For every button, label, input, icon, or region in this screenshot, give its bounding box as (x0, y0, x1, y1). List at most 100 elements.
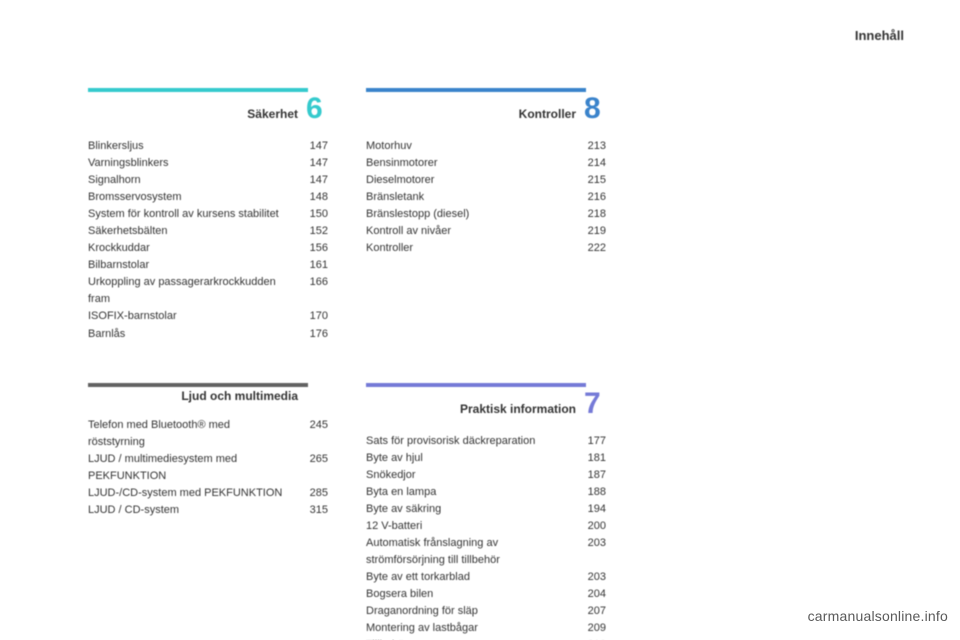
section-bar (88, 383, 308, 387)
toc-item: Urkoppling av passagerarkrockkudden fram… (88, 274, 328, 308)
toc-item-page: 150 (296, 206, 328, 223)
section-number: 8 (584, 94, 606, 124)
toc-item: Säkerhetsbälten152 (88, 223, 328, 240)
toc-item-label: Blinkersljus (88, 138, 296, 155)
section-6: Säkerhet 6 Blinkersljus147Varningsblinke… (88, 88, 348, 343)
section-title-row: Praktisk information 7 (366, 389, 606, 419)
toc-item-page: 194 (574, 501, 606, 518)
toc-item: Bilbarnstolar161 (88, 257, 328, 274)
section-items: Telefon med Bluetooth® med röststyrning2… (88, 417, 328, 519)
toc-item-page: 187 (574, 467, 606, 484)
toc-item-label: Byte av säkring (366, 501, 574, 518)
toc-item: Bromsservosystem148 (88, 189, 328, 206)
section-title: Kontroller (519, 107, 576, 121)
toc-item: Signalhorn147 (88, 172, 328, 189)
section-items: Blinkersljus147Varningsblinkers147Signal… (88, 138, 328, 343)
toc-item-page: 147 (296, 138, 328, 155)
toc-item-label: Bromsservosystem (88, 189, 296, 206)
toc-item-page: 203 (574, 569, 606, 586)
toc-item-page: 315 (296, 502, 328, 519)
toc-item-page: 285 (296, 485, 328, 502)
toc-item: LJUD / multimediesystem med PEKFUNKTION2… (88, 451, 328, 485)
toc-item-page: 161 (296, 257, 328, 274)
section-items: Motorhuv213Bensinmotorer214Dieselmotorer… (366, 138, 606, 257)
toc-item-label: Varningsblinkers (88, 155, 296, 172)
toc-item-label: Montering av lastbågar (366, 620, 574, 637)
toc-item-label: Byte av hjul (366, 450, 574, 467)
toc-item-page: 147 (296, 172, 328, 189)
toc-item: Bränslestopp (diesel)218 (366, 206, 606, 223)
page-header-title: Innehåll (855, 28, 904, 43)
toc-item: Byte av säkring194 (366, 501, 606, 518)
toc-item: Varningsblinkers147 (88, 155, 328, 172)
toc-item: Draganordning för släp207 (366, 603, 606, 620)
toc-item-label: Säkerhetsbälten (88, 223, 296, 240)
toc-item: Kontroller222 (366, 240, 606, 257)
toc-item: Byte av ett torkarblad203 (366, 569, 606, 586)
toc-item-label: Barnlås (88, 326, 296, 343)
toc-item-page: 177 (574, 433, 606, 450)
toc-item-page: 215 (574, 172, 606, 189)
toc-item: Automatisk frånslagning av strömförsörjn… (366, 535, 606, 569)
toc-item-page: 203 (574, 535, 606, 569)
section-bar (366, 383, 586, 387)
toc-item-label: Signalhorn (88, 172, 296, 189)
section-title-row: Kontroller 8 (366, 94, 606, 124)
toc-item-label: Byta en lampa (366, 484, 574, 501)
toc-item: LJUD-/CD-system med PEKFUNKTION285 (88, 485, 328, 502)
toc-item-page: 166 (296, 274, 328, 308)
toc-item-label: Bensinmotorer (366, 155, 574, 172)
toc-item-label: Kontroller (366, 240, 574, 257)
toc-item: System för kontroll av kursens stabilite… (88, 206, 328, 223)
toc-item-label: LJUD / CD-system (88, 502, 296, 519)
toc-item-page: 216 (574, 189, 606, 206)
toc-item-page: 176 (296, 326, 328, 343)
toc-item-page: 156 (296, 240, 328, 257)
toc-item-label: Snökedjor (366, 467, 574, 484)
toc-item: Krockkuddar156 (88, 240, 328, 257)
toc-item-page: 200 (574, 518, 606, 535)
toc-item-page: 222 (574, 240, 606, 257)
section-title-row: Säkerhet 6 (88, 94, 328, 124)
toc-item: Montering av lastbågar209 (366, 620, 606, 637)
section-bar (366, 88, 586, 92)
toc-item-page: 188 (574, 484, 606, 501)
toc-item-label: Sats för provisorisk däckreparation (366, 433, 574, 450)
toc-item-page: 204 (574, 586, 606, 603)
toc-item: ISOFIX-barnstolar170 (88, 308, 328, 325)
section-bar (88, 88, 308, 92)
toc-item-label: ISOFIX-barnstolar (88, 308, 296, 325)
toc-item-label: Krockkuddar (88, 240, 296, 257)
section-title: Praktisk information (460, 402, 576, 416)
toc-item: Motorhuv213 (366, 138, 606, 155)
toc-item: LJUD / CD-system315 (88, 502, 328, 519)
toc-item-label: 12 V-batteri (366, 518, 574, 535)
toc-item: Byta en lampa188 (366, 484, 606, 501)
toc-item-label: Bränslestopp (diesel) (366, 206, 574, 223)
toc-item-page: 218 (574, 206, 606, 223)
toc-item: Bränsletank216 (366, 189, 606, 206)
toc-item: Blinkersljus147 (88, 138, 328, 155)
toc-item-page: 213 (574, 138, 606, 155)
toc-item: Bogsera bilen204 (366, 586, 606, 603)
section-items: Sats för provisorisk däckreparation177By… (366, 433, 606, 640)
toc-item-page: 214 (574, 155, 606, 172)
toc-item-label: Bilbarnstolar (88, 257, 296, 274)
toc-item: Telefon med Bluetooth® med röststyrning2… (88, 417, 328, 451)
toc-item-label: LJUD / multimediesystem med PEKFUNKTION (88, 451, 296, 485)
toc-item-page: 147 (296, 155, 328, 172)
toc-item: 12 V-batteri200 (366, 518, 606, 535)
section-number: 6 (306, 94, 328, 124)
toc-item: Barnlås176 (88, 326, 328, 343)
toc-item-label: Bogsera bilen (366, 586, 574, 603)
toc-item-page: 245 (296, 417, 328, 451)
toc-item-page: 219 (574, 223, 606, 240)
toc-item-label: Telefon med Bluetooth® med röststyrning (88, 417, 296, 451)
section-audio: Ljud och multimedia Telefon med Bluetoot… (88, 383, 348, 640)
toc-item-label: Byte av ett torkarblad (366, 569, 574, 586)
section-title: Ljud och multimedia (181, 389, 298, 403)
toc-item-page: 152 (296, 223, 328, 240)
watermark: carmanualsonline.info (808, 608, 948, 624)
page: Innehåll Säkerhet 6 Blinkersljus147Varni… (0, 0, 960, 640)
toc-item: Kontroll av nivåer219 (366, 223, 606, 240)
